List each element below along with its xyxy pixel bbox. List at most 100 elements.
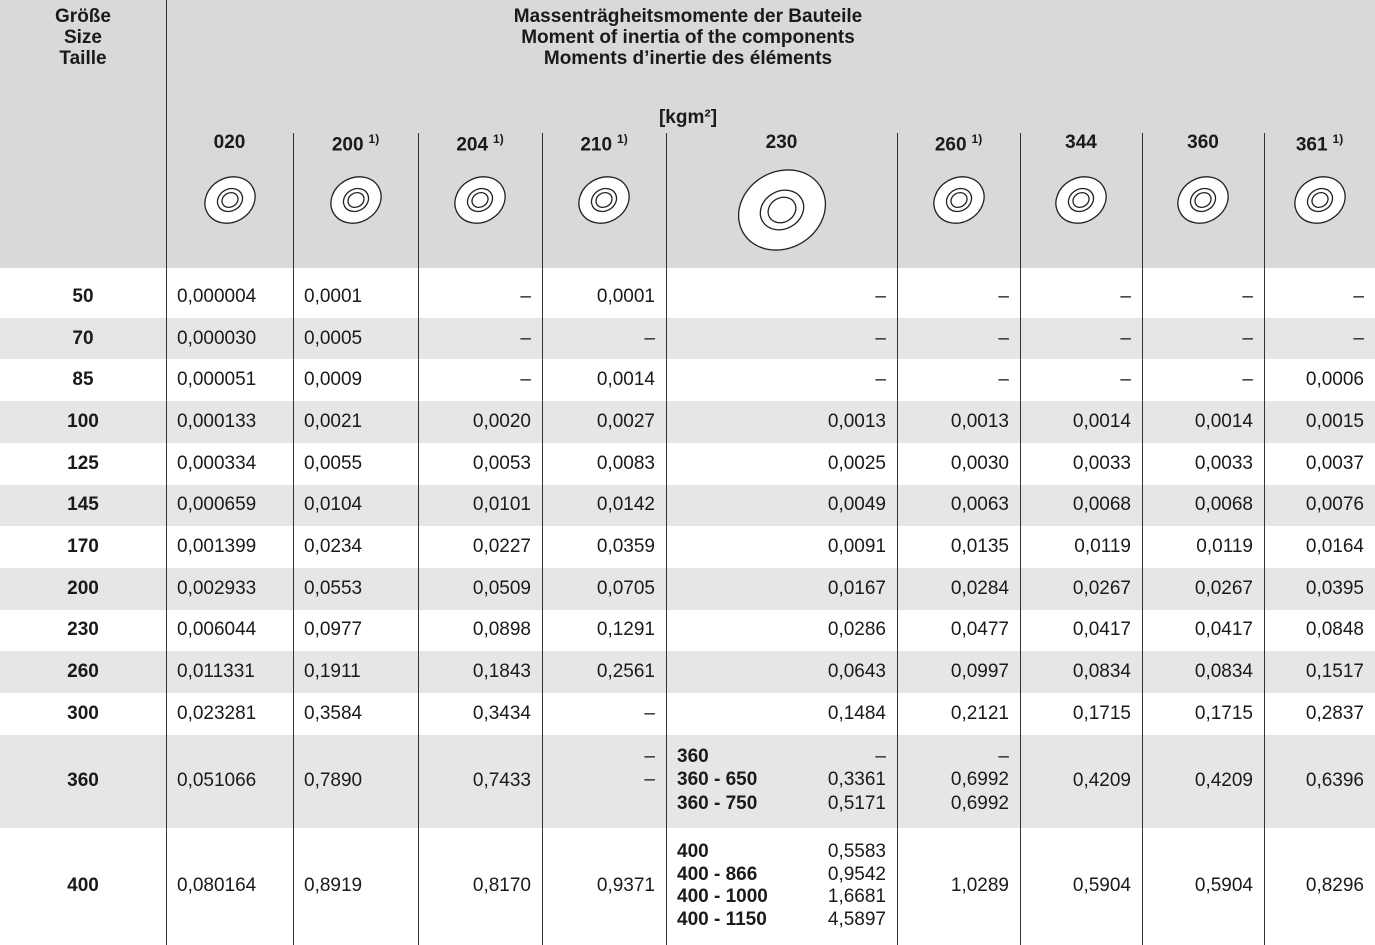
size-cell: 170 <box>67 536 99 558</box>
size-header: Größe <box>55 6 111 27</box>
cell: – <box>998 369 1009 391</box>
cell: 0,0135 <box>950 536 1009 558</box>
cell: 0,0005 <box>304 327 363 349</box>
cell: 0,0033 <box>1194 452 1253 474</box>
cell: 0,1911 <box>304 661 361 683</box>
cell: 0,0027 <box>596 410 655 432</box>
column-line <box>166 0 167 945</box>
cell: 0,0705 <box>596 577 655 599</box>
cell: 0,0049 <box>827 494 886 516</box>
cell: 0,0119 <box>1196 536 1253 558</box>
cell: 0,0417 <box>1072 619 1131 641</box>
cell: 0,0068 <box>1194 494 1253 516</box>
cell: 0,0006 <box>1305 369 1364 391</box>
column-code: 020 <box>213 132 246 153</box>
cell-label: 360 - 650 <box>677 769 758 791</box>
cell: 0,0977 <box>304 619 363 641</box>
cell: 0,1715 <box>1194 702 1253 724</box>
column-note: 1) <box>493 132 504 146</box>
size-cell: 300 <box>67 702 99 724</box>
cell: 0,080164 <box>177 875 257 897</box>
cell: 1,6681 <box>827 886 886 908</box>
cell: 0,0030 <box>950 452 1009 474</box>
component-icon <box>198 168 262 232</box>
cell: 0,0167 <box>827 577 886 599</box>
component-icon <box>731 159 833 261</box>
column-line <box>418 133 419 945</box>
cell: 0,0101 <box>472 494 531 516</box>
cell: 0,001399 <box>177 536 257 558</box>
icon <box>203 176 256 224</box>
column-line <box>666 133 667 945</box>
table-title: Moment of inertia of the components <box>521 27 855 48</box>
column-code: 200 <box>331 134 364 156</box>
column-line <box>542 133 543 945</box>
cell-label: 360 <box>677 745 709 767</box>
row-bg <box>0 317 1375 360</box>
cell-label: 360 - 750 <box>677 792 758 814</box>
cell: 0,0898 <box>472 619 531 641</box>
column-code: 230 <box>765 132 798 153</box>
row-bg <box>0 401 1375 443</box>
column-code: 361 <box>1295 134 1328 156</box>
cell: 0,3361 <box>827 769 886 791</box>
cell: 0,051066 <box>177 770 257 792</box>
cell: 0,0477 <box>950 619 1009 641</box>
cell: – <box>998 745 1009 767</box>
cell: 0,0013 <box>827 410 886 432</box>
cell: 0,000030 <box>177 327 257 349</box>
cell: 0,0009 <box>304 369 363 391</box>
cell: 0,0063 <box>950 494 1009 516</box>
column-note: 1) <box>1332 132 1344 146</box>
cell: 0,0033 <box>1072 452 1131 474</box>
cell: 0,0021 <box>304 410 363 432</box>
cell: 0,2837 <box>1305 702 1364 724</box>
icon <box>1293 176 1346 224</box>
cell: 0,1291 <box>596 619 655 641</box>
cell: 0,0284 <box>950 577 1009 599</box>
column-note: 1) <box>368 132 380 146</box>
icon <box>737 169 826 251</box>
cell: 0,0014 <box>1072 410 1131 432</box>
cell: – <box>1353 327 1364 349</box>
column-header: 200 1) <box>293 132 418 156</box>
size-header: Taille <box>59 48 107 69</box>
column-note: 1) <box>971 132 983 146</box>
cell: 0,0076 <box>1305 494 1364 516</box>
cell: 0,5904 <box>1072 875 1131 897</box>
cell: 0,0025 <box>827 452 886 474</box>
cell: – <box>875 745 886 767</box>
cell-label: 400 - 866 <box>677 863 758 885</box>
cell: 0,0227 <box>472 536 531 558</box>
cell: 0,0553 <box>304 577 363 599</box>
cell: – <box>875 327 886 349</box>
row-bg <box>0 567 1375 610</box>
cell: – <box>644 702 655 724</box>
cell: 4,5897 <box>827 908 886 930</box>
size-cell: 70 <box>72 327 94 349</box>
size-cell: 230 <box>67 619 99 641</box>
cell: 0,8919 <box>304 875 363 897</box>
cell-label: 400 <box>677 840 709 862</box>
cell: 0,0053 <box>472 452 531 474</box>
cell: 0,0083 <box>596 452 655 474</box>
column-code: 260 <box>934 134 967 156</box>
cell: 0,0020 <box>472 410 531 432</box>
column-header: 360 <box>1142 132 1264 154</box>
cell: 0,0055 <box>304 452 363 474</box>
cell: 0,0997 <box>950 661 1009 683</box>
cell: – <box>1120 327 1131 349</box>
cell: 0,4209 <box>1072 770 1131 792</box>
cell: 0,0834 <box>1194 661 1253 683</box>
cell: – <box>1242 327 1253 349</box>
cell: 0,0267 <box>1072 577 1131 599</box>
cell: 0,0848 <box>1305 619 1364 641</box>
cell: – <box>998 285 1009 307</box>
cell: 0,0037 <box>1305 452 1364 474</box>
cell: 0,0104 <box>304 494 363 516</box>
cell: 0,6992 <box>950 769 1009 791</box>
cell: 0,0234 <box>304 536 363 558</box>
size-cell: 260 <box>67 661 99 683</box>
cell: – <box>644 769 655 791</box>
size-header: Size <box>63 27 103 48</box>
